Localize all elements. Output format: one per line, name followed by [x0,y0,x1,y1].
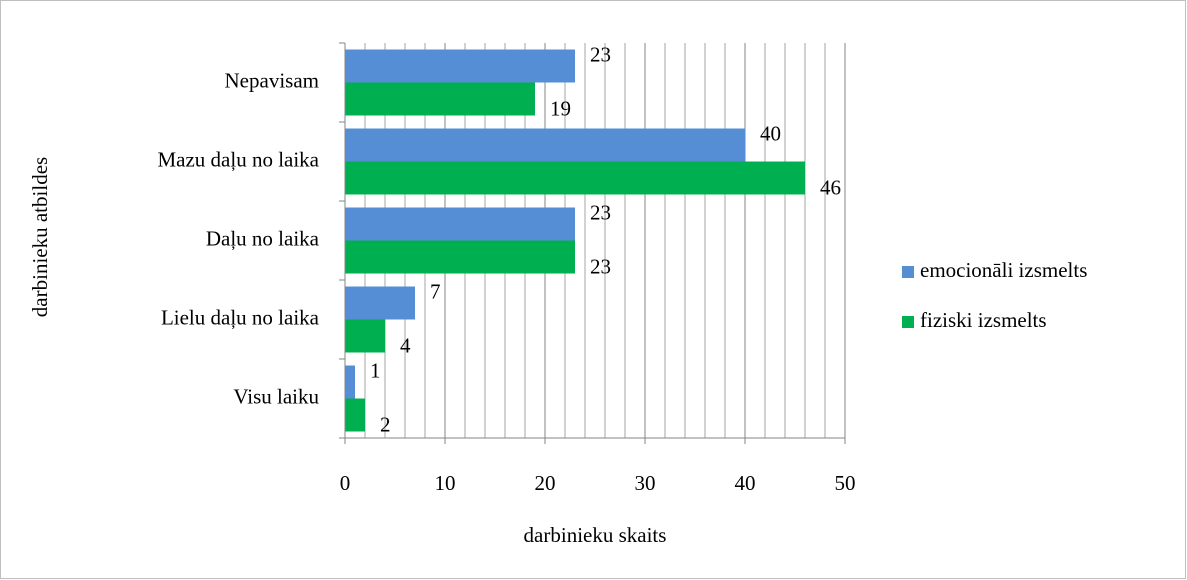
y-tick-label: Visu laiku [233,384,319,408]
bar [345,207,575,241]
bar [345,82,535,116]
data-label: 23 [590,200,611,224]
x-axis-title: darbinieku skaits [524,523,667,547]
legend-label: emocionāli izsmelts [920,258,1087,282]
bar [345,128,745,162]
data-label: 23 [590,254,611,278]
data-label: 19 [550,96,571,120]
data-label: 2 [380,412,391,436]
legend-swatch [902,316,914,328]
x-tick-label: 0 [340,471,351,495]
bar [345,398,365,432]
bar [345,161,805,195]
y-tick-label: Daļu no laika [206,226,320,250]
bar [345,319,385,353]
bar [345,240,575,274]
data-label: 23 [590,42,611,66]
bar [345,286,415,320]
legend-label: fiziski izsmelts [920,308,1047,332]
x-tick-label: 20 [535,471,556,495]
bar [345,365,355,399]
y-tick-label: Lielu daļu no laika [161,305,320,329]
x-tick-label: 10 [435,471,456,495]
y-tick-label: Nepavisam [225,68,319,92]
x-tick-label: 40 [735,471,756,495]
data-label: 40 [760,121,781,145]
data-label: 7 [430,279,441,303]
legend-swatch [902,266,914,278]
bar [345,49,575,83]
y-tick-label: Mazu daļu no laika [157,147,319,171]
data-label: 1 [370,358,381,382]
data-label: 4 [400,333,411,357]
x-tick-label: 30 [635,471,656,495]
y-axis-title: darbinieku atbildes [28,157,52,317]
x-tick-label: 50 [835,471,856,495]
data-label: 46 [820,175,841,199]
